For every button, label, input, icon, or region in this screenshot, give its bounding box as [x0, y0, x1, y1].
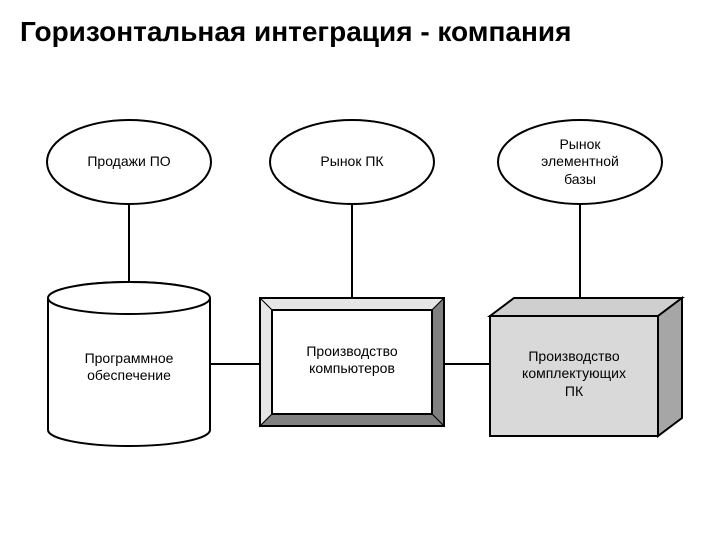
ellipse-label-e2: Рынок ПК: [270, 120, 434, 204]
diagram-svg: [0, 0, 720, 540]
cube-label: ПроизводствокомплектующихПК: [490, 344, 658, 404]
ellipse-label-e1: Продажи ПО: [47, 120, 211, 204]
cylinder-label: Программноеобеспечение: [48, 347, 210, 387]
bevel-label: Производствокомпьютеров: [272, 338, 432, 382]
ellipse-label-e3: Рынокэлементнойбазы: [498, 120, 662, 204]
